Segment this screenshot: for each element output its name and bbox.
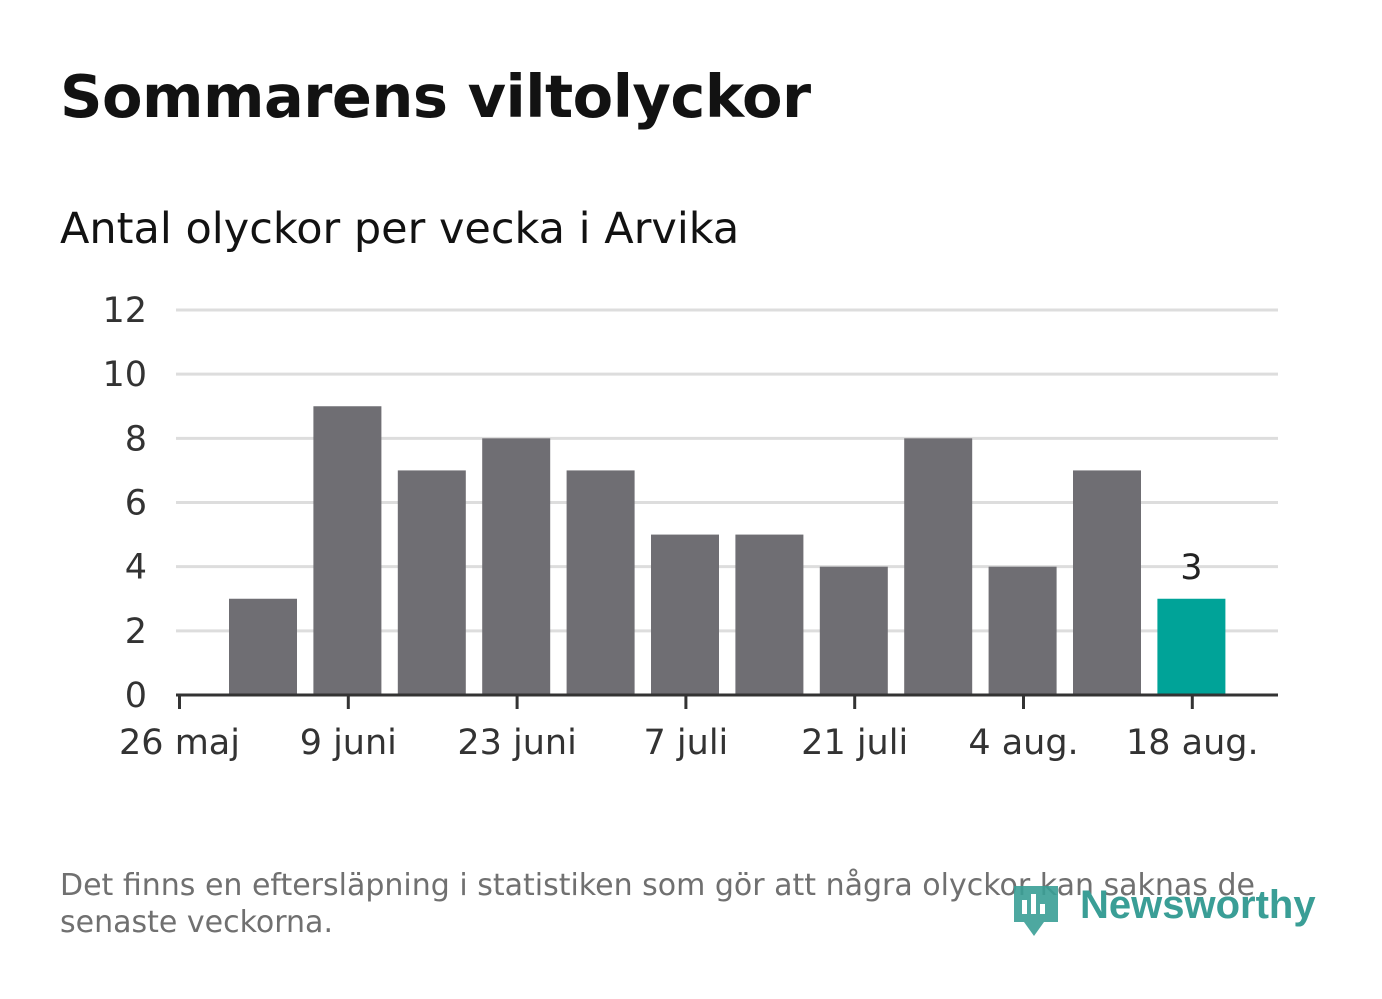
x-tick-label: 23 juni bbox=[457, 723, 576, 763]
x-tick-label: 21 juli bbox=[801, 723, 908, 763]
chart-title: Sommarens viltolyckor bbox=[60, 62, 811, 131]
y-tick-label: 6 bbox=[125, 484, 147, 524]
x-tick-label: 4 aug. bbox=[968, 723, 1078, 763]
data-labels: 3 bbox=[1180, 548, 1202, 588]
bar bbox=[229, 598, 297, 695]
x-tick-label: 9 juni bbox=[300, 723, 397, 763]
bar-highlight bbox=[1157, 598, 1226, 695]
bar bbox=[651, 534, 719, 695]
data-label: 3 bbox=[1180, 548, 1202, 588]
bar bbox=[313, 406, 382, 695]
bar bbox=[819, 566, 888, 695]
y-tick-label: 8 bbox=[125, 419, 147, 459]
y-tick-label: 12 bbox=[102, 291, 147, 331]
y-tick-label: 0 bbox=[125, 676, 147, 716]
newsworthy-logo-text: Newsworthy bbox=[1080, 883, 1316, 927]
bar bbox=[566, 470, 635, 695]
x-tick-label: 18 aug. bbox=[1126, 723, 1259, 763]
bar bbox=[397, 470, 466, 695]
bar bbox=[735, 534, 804, 695]
x-axis: 26 maj 9 juni 23 juni 7 juli 21 juli 4 aug. 18… bbox=[119, 693, 1278, 763]
newsworthy-logo-icon bbox=[1014, 886, 1058, 936]
x-tick-label: 26 maj bbox=[119, 723, 240, 763]
newsworthy-logo: Newsworthy bbox=[1010, 878, 1320, 948]
bar bbox=[1073, 470, 1141, 695]
bar bbox=[988, 566, 1057, 695]
y-tick-label: 4 bbox=[125, 548, 147, 588]
y-tick-label: 10 bbox=[102, 355, 147, 395]
bar bbox=[904, 438, 973, 695]
bars bbox=[229, 406, 1226, 695]
chart-subtitle: Antal olyckor per vecka i Arvika bbox=[60, 204, 740, 254]
y-axis: 0 2 4 6 8 10 12 bbox=[102, 291, 147, 716]
y-tick-label: 2 bbox=[125, 612, 147, 652]
bar bbox=[482, 438, 551, 695]
x-tick-label: 7 juli bbox=[644, 723, 729, 763]
